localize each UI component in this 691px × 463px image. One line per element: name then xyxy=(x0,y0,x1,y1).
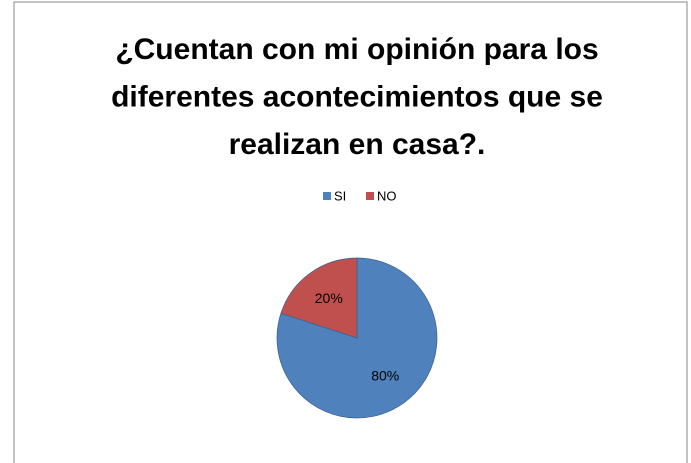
pie-slice xyxy=(280,257,358,339)
legend-swatch xyxy=(366,192,374,200)
data-label: 20% xyxy=(315,290,343,306)
legend-label: SI xyxy=(334,188,346,203)
chart-title: realizan en casa?. xyxy=(229,128,486,161)
data-label: 80% xyxy=(371,368,399,384)
legend-label: NO xyxy=(377,188,397,203)
chart-title: diferentes acontecimientos que se xyxy=(111,80,603,113)
chart-title: ¿Cuentan con mi opinión para los xyxy=(115,33,598,66)
legend-swatch xyxy=(323,192,331,200)
